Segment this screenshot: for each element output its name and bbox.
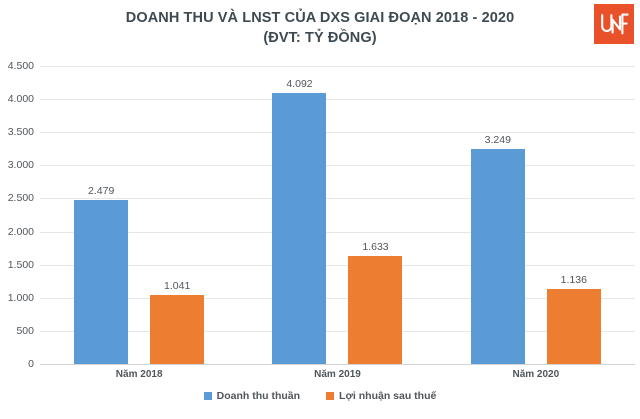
chart-subtitle: (ĐVT: TỶ ĐỒNG) — [263, 30, 377, 46]
legend-swatch-icon — [203, 392, 212, 400]
gridline — [40, 165, 635, 167]
y-axis-tick-label: 500 — [16, 324, 34, 337]
legend-swatch-icon — [326, 392, 335, 400]
legend-label: Doanh thu thuần — [216, 390, 301, 402]
gridline — [40, 99, 635, 101]
bar-value-label: 1.041 — [164, 280, 191, 293]
y-axis-tick-label: 1.000 — [7, 291, 34, 304]
bar-group: 3.249 1.136 — [437, 66, 635, 364]
bar-value-label: 4.092 — [286, 78, 313, 91]
bar-profit[interactable]: 1.041 — [150, 280, 205, 364]
y-axis-labels: 0 500 1.000 1.500 2.000 2.500 3.000 3.500 4.000 4… — [0, 60, 34, 370]
bar-value-label: 1.633 — [362, 240, 389, 253]
unf-logo — [594, 4, 634, 44]
x-axis-tick-label: Năm 2020 — [512, 369, 560, 380]
bar-revenue[interactable]: 4.092 — [272, 78, 327, 364]
y-axis-tick-label: 3.000 — [7, 159, 34, 172]
y-axis-tick-label: 0 — [28, 358, 34, 370]
legend-item-profit[interactable]: Lợi nhuận sau thuế — [326, 390, 436, 402]
bar-profit[interactable]: 1.136 — [546, 274, 601, 364]
gridline — [40, 66, 635, 67]
chart-title: DOANH THU VÀ LNST CỦA DXS GIAI ĐOẠN 2018… — [125, 10, 515, 26]
legend-item-revenue[interactable]: Doanh thu thuần — [203, 390, 301, 402]
x-axis-tick-label: Năm 2018 — [115, 369, 163, 380]
legend-label: Lợi nhuận sau thuế — [339, 390, 437, 402]
y-axis-tick-label: 3.500 — [7, 126, 34, 139]
bar-value-label: 3.249 — [484, 133, 511, 146]
y-axis-tick-label: 4.000 — [7, 93, 34, 106]
bar-value-label: 2.479 — [88, 184, 115, 197]
gridline — [40, 297, 635, 299]
gridline — [40, 198, 635, 200]
gridline — [40, 364, 635, 365]
bar-groups: 2.479 1.041 4.092 1.633 3.249 1.136 — [40, 66, 635, 364]
bar-group: 2.479 1.041 — [40, 66, 238, 364]
x-axis-tick-label: Năm 2019 — [314, 369, 361, 380]
y-axis-tick-label: 4.500 — [7, 60, 34, 72]
bar-revenue[interactable]: 2.479 — [74, 185, 129, 364]
y-axis-tick-label: 2.500 — [7, 192, 34, 205]
x-axis-labels: Năm 2018 Năm 2019 Năm 2020 — [40, 366, 635, 384]
chart-legend: Doanh thu thuần Lợi nhuận sau thuế — [0, 390, 640, 402]
gridline — [40, 132, 635, 134]
gridline — [40, 264, 635, 266]
bar-group: 4.092 1.633 — [238, 66, 436, 364]
y-axis-tick-label: 1.500 — [7, 258, 34, 271]
chart-title-block: DOANH THU VÀ LNST CỦA DXS GIAI ĐOẠN 2018… — [0, 8, 640, 48]
gridline — [40, 231, 635, 233]
y-axis-tick-label: 2.000 — [7, 225, 34, 238]
bar-revenue[interactable]: 3.249 — [470, 134, 525, 364]
gridline — [40, 330, 635, 332]
bar-value-label: 1.136 — [560, 273, 587, 286]
bar-profit[interactable]: 1.633 — [348, 241, 403, 364]
unf-logo-icon — [601, 13, 629, 35]
plot-area: 2.479 1.041 4.092 1.633 3.249 1.136 — [40, 66, 635, 365]
